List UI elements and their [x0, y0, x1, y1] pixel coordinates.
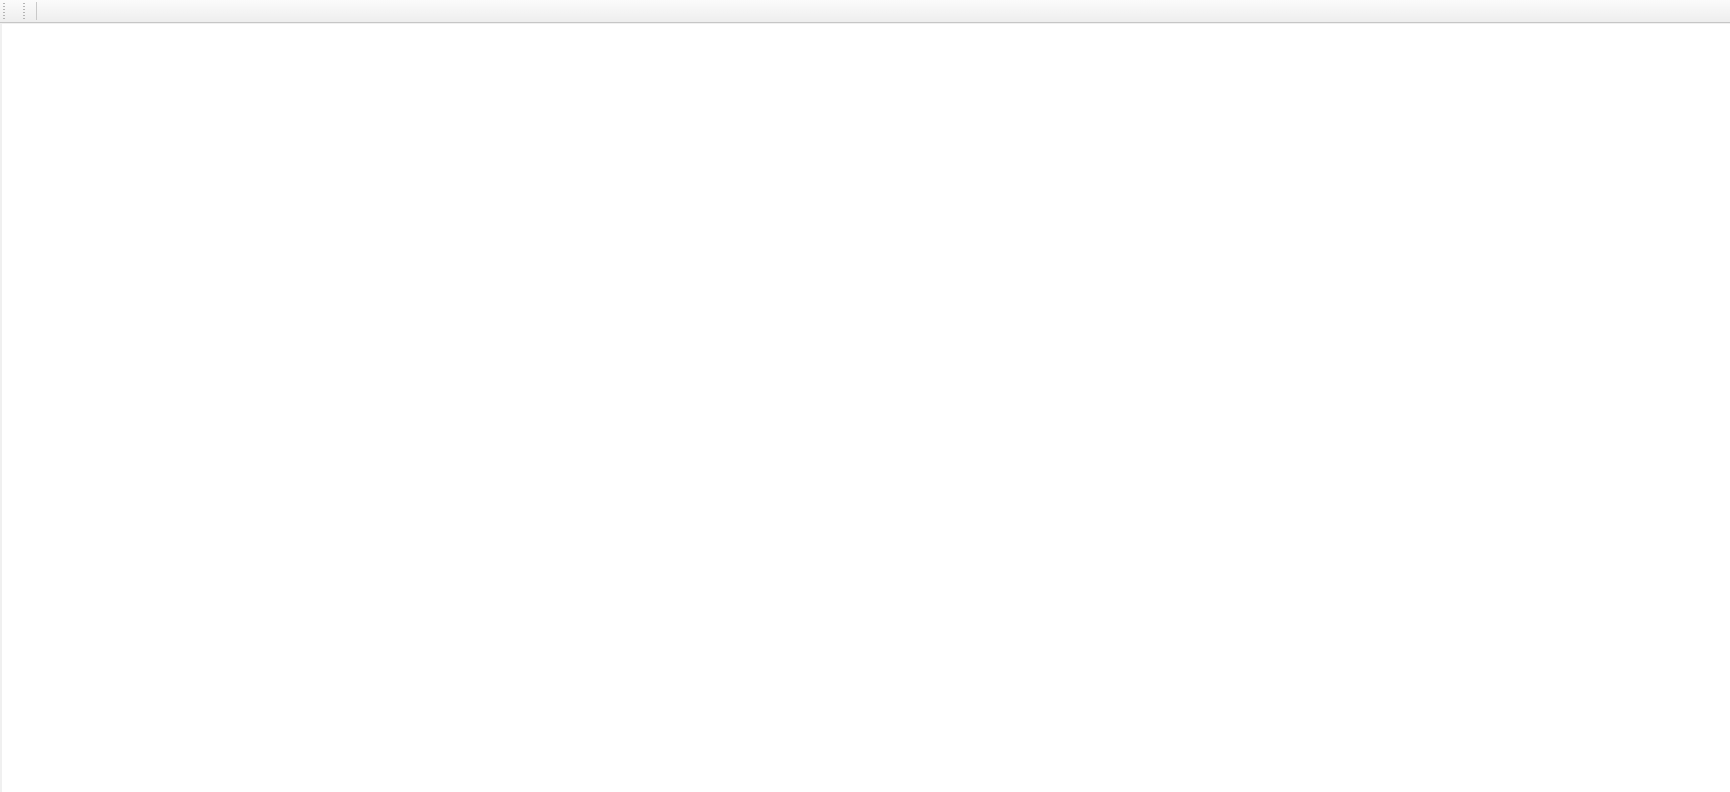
toolbar-separator [36, 2, 37, 20]
toolbar-grip[interactable] [2, 3, 9, 19]
chart-canvas[interactable] [2, 24, 1730, 792]
chart-title [10, 28, 21, 42]
chart-window [2, 24, 1730, 792]
timeframe-grip[interactable] [22, 3, 29, 19]
top-toolbar [0, 0, 1730, 23]
